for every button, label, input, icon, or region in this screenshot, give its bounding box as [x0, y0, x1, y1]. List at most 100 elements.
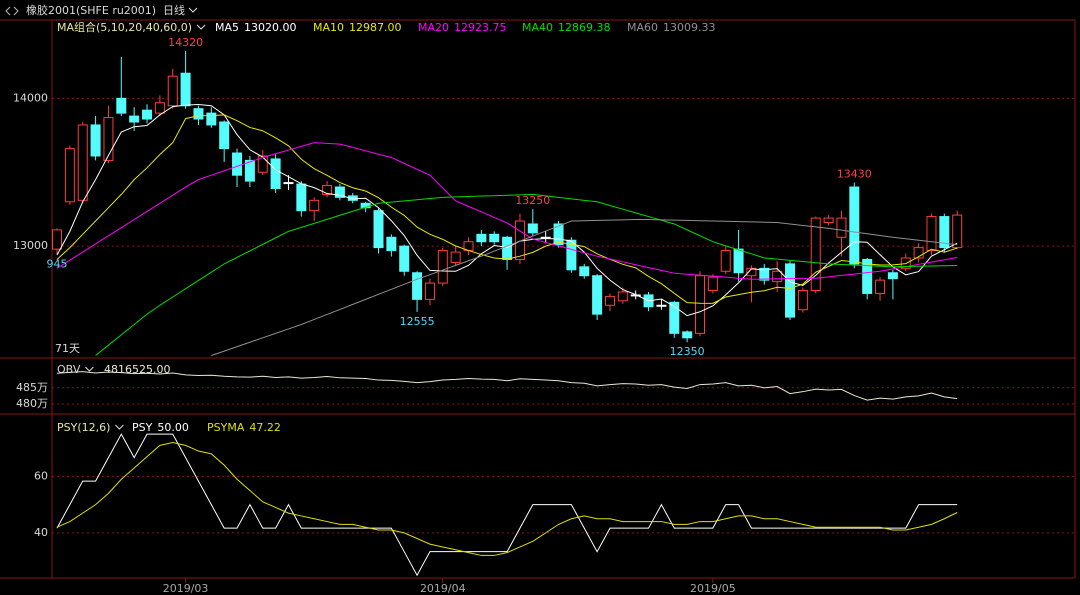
candle-body [566, 239, 577, 271]
candle-body [129, 115, 140, 123]
candle-body [553, 223, 564, 246]
y-tick-label: 14000 [13, 91, 48, 104]
series-line [211, 219, 958, 356]
x-tick-label: 2019/03 [163, 582, 209, 595]
candle-body [437, 250, 448, 284]
candle-body [232, 152, 243, 176]
candle-body [103, 117, 114, 161]
candle-body [579, 266, 590, 277]
candle-body [797, 289, 808, 311]
indicator-chevron[interactable] [85, 366, 94, 372]
candle-body [502, 236, 513, 260]
candle-body [270, 158, 281, 190]
series-line [95, 193, 958, 356]
indicator-chevron[interactable] [196, 24, 206, 30]
candle-body [604, 295, 615, 306]
extreme-label: 945 [47, 257, 68, 270]
candle-body [707, 276, 718, 291]
legend-name: MA60 [627, 21, 658, 34]
candle-body [617, 291, 628, 302]
legend-value: 13009.33 [663, 21, 716, 34]
legend-name: MA40 [522, 21, 553, 34]
period-select[interactable]: 日线 [163, 3, 185, 17]
candle-body [952, 214, 963, 249]
candle-body [399, 245, 410, 272]
extreme-label: 12350 [670, 345, 705, 358]
candle-body [913, 247, 924, 259]
legend-value: 12987.00 [349, 21, 402, 34]
extreme-label: 13430 [837, 168, 872, 181]
legend-name: MA5 [215, 21, 239, 34]
indicator-chevron[interactable] [115, 424, 124, 430]
candle-body [244, 159, 255, 182]
candle-body [527, 223, 538, 234]
candle-body [180, 72, 191, 107]
candle-body [682, 331, 693, 339]
legend-value: 50.00 [157, 421, 189, 434]
legend-name: PSY [132, 421, 153, 434]
pane-title: PSY(12,6) [57, 421, 110, 434]
series-line [56, 433, 958, 577]
series-line [56, 371, 958, 401]
candle-body [193, 108, 204, 120]
candle-body [759, 267, 770, 281]
candle-body [257, 155, 268, 173]
extreme-label: 12555 [400, 315, 435, 328]
pane-title: OBV [57, 363, 81, 376]
candle-body [77, 124, 88, 201]
candle-body [52, 229, 62, 250]
candle-body [939, 216, 950, 249]
candle-body [116, 97, 127, 114]
instrument-title[interactable]: 橡胶2001(SHFE ru2001) [26, 3, 156, 17]
candle-body [810, 217, 821, 291]
y-tick-label: 60 [34, 469, 48, 482]
nav-left-icon[interactable] [5, 6, 11, 16]
candle-body [720, 250, 731, 272]
legend-name: MA20 [418, 21, 449, 34]
candle-body [656, 304, 667, 307]
candle-body [926, 216, 937, 252]
y-tick-label: 13000 [13, 239, 48, 252]
candle-body [219, 121, 230, 150]
candle-body [309, 199, 320, 212]
pane-title: MA组合(5,10,20,40,60,0) [57, 20, 192, 34]
candle-body [167, 75, 178, 107]
candle-body [849, 186, 860, 265]
candle-body [386, 236, 397, 252]
extreme-label: 13250 [515, 194, 550, 207]
legend-value: 13020.00 [244, 21, 297, 34]
candle-body [862, 258, 873, 294]
candle-body [424, 282, 435, 300]
candle-body [772, 270, 783, 283]
candle-body [823, 217, 834, 223]
candle-body [669, 301, 680, 334]
candle-body [334, 186, 345, 198]
candle-body [206, 112, 217, 126]
legend-value: 12869.38 [558, 21, 611, 34]
series-line [56, 114, 958, 304]
series-line [56, 442, 958, 556]
candle-body [322, 185, 333, 195]
candle-body [283, 182, 294, 185]
y-tick-label: 480万 [16, 397, 48, 410]
x-tick-label: 2019/04 [420, 582, 466, 595]
candle-body [695, 275, 705, 334]
candle-body [489, 233, 500, 243]
candle-body [373, 210, 384, 249]
legend-name: MA10 [313, 21, 344, 34]
series-line [56, 104, 958, 317]
candle-body [887, 272, 898, 280]
candle-body [296, 183, 307, 212]
extreme-label: 14320 [168, 36, 203, 49]
candle-body [450, 251, 461, 263]
candle-body [412, 272, 423, 300]
nav-right-icon[interactable] [13, 6, 19, 16]
period-chevron[interactable] [188, 7, 198, 13]
candle-body [875, 279, 886, 294]
candle-body [64, 148, 75, 203]
candle-body [746, 267, 757, 277]
y-tick-label: 40 [34, 526, 48, 539]
candle-body [592, 275, 603, 315]
